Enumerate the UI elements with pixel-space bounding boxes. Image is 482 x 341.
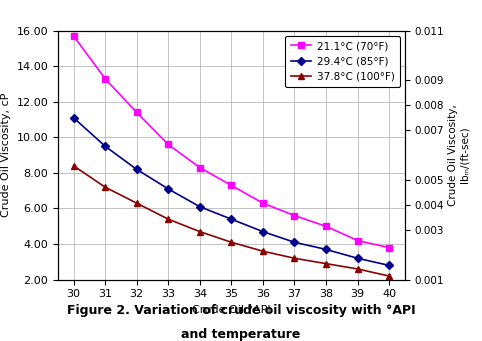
Y-axis label: Crude Oil Viscosity,
lbₘ/(ft-sec): Crude Oil Viscosity, lbₘ/(ft-sec) — [448, 104, 470, 206]
37.8°C (100°F) — [292, 256, 297, 260]
Line: 37.8°C (100°F): 37.8°C (100°F) — [71, 163, 392, 279]
37.8°C (100°F) — [165, 217, 171, 221]
37.8°C (100°F) — [355, 267, 361, 271]
Line: 21.1°C (70°F): 21.1°C (70°F) — [71, 33, 392, 250]
21.1°C (70°F) — [134, 110, 140, 115]
21.1°C (70°F) — [323, 224, 329, 228]
37.8°C (100°F) — [134, 201, 140, 205]
21.1°C (70°F) — [260, 201, 266, 205]
29.4°C (85°F) — [386, 263, 392, 267]
37.8°C (100°F) — [102, 185, 108, 189]
21.1°C (70°F) — [386, 246, 392, 250]
29.4°C (85°F) — [102, 144, 108, 148]
37.8°C (100°F) — [386, 274, 392, 278]
29.4°C (85°F) — [134, 167, 140, 172]
29.4°C (85°F) — [292, 240, 297, 244]
Text: and temperature: and temperature — [181, 328, 301, 341]
37.8°C (100°F) — [71, 164, 77, 168]
Y-axis label: Crude Oil Viscosity, cP: Crude Oil Viscosity, cP — [1, 93, 11, 217]
37.8°C (100°F) — [260, 249, 266, 253]
Text: Figure 2. Variation of crude oil viscosity with °API: Figure 2. Variation of crude oil viscosi… — [67, 304, 415, 317]
21.1°C (70°F) — [292, 213, 297, 218]
29.4°C (85°F) — [355, 256, 361, 260]
21.1°C (70°F) — [355, 238, 361, 242]
37.8°C (100°F) — [228, 240, 234, 244]
37.8°C (100°F) — [323, 262, 329, 266]
21.1°C (70°F) — [228, 183, 234, 188]
29.4°C (85°F) — [323, 247, 329, 251]
21.1°C (70°F) — [197, 166, 203, 170]
21.1°C (70°F) — [102, 77, 108, 81]
29.4°C (85°F) — [165, 187, 171, 191]
29.4°C (85°F) — [71, 116, 77, 120]
29.4°C (85°F) — [260, 229, 266, 234]
29.4°C (85°F) — [197, 205, 203, 209]
Line: 29.4°C (85°F): 29.4°C (85°F) — [71, 115, 392, 268]
X-axis label: Crude Oil °API: Crude Oil °API — [192, 305, 271, 315]
Legend: 21.1°C (70°F), 29.4°C (85°F), 37.8°C (100°F): 21.1°C (70°F), 29.4°C (85°F), 37.8°C (10… — [285, 36, 400, 87]
37.8°C (100°F) — [197, 229, 203, 234]
21.1°C (70°F) — [71, 34, 77, 38]
29.4°C (85°F) — [228, 217, 234, 221]
21.1°C (70°F) — [165, 143, 171, 147]
